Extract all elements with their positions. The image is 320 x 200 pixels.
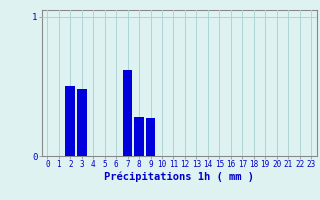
Bar <box>65 86 75 156</box>
Bar <box>77 89 87 156</box>
Bar <box>146 118 156 156</box>
Bar <box>123 70 132 156</box>
Bar <box>134 117 144 156</box>
X-axis label: Précipitations 1h ( mm ): Précipitations 1h ( mm ) <box>104 172 254 182</box>
